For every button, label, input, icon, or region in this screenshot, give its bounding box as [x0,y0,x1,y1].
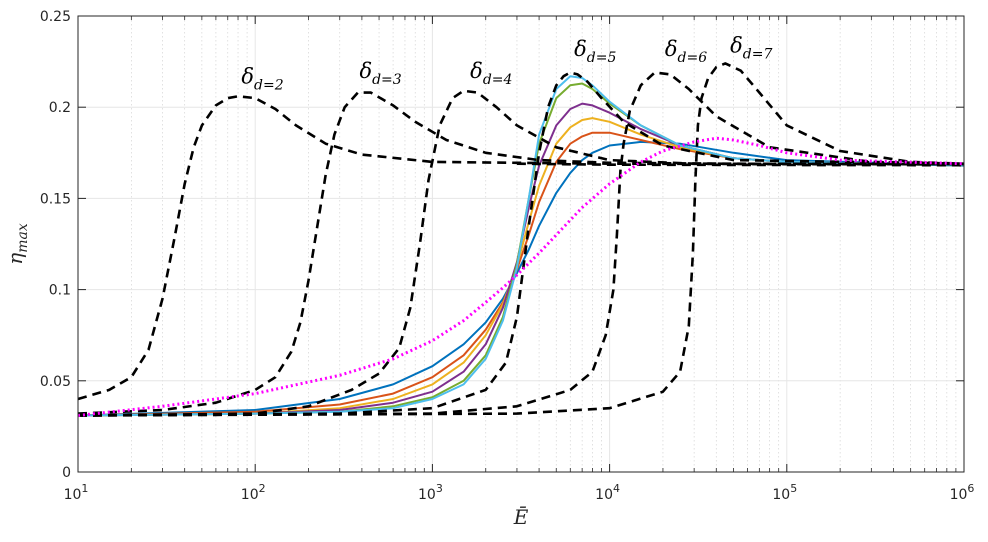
series-line--d-6 [77,71,965,417]
series-line--d-7 [77,62,965,417]
x-tick-label: 106 [950,482,975,503]
y-tick-label: 0.15 [40,191,71,207]
x-axis-label: Ē [513,505,529,529]
series-line--d-3 [77,91,964,415]
series-line--d-5 [77,71,965,417]
y-tick-label: 0.05 [40,374,71,390]
series-line-curve-yellow [77,117,965,417]
annotation-label: δd=2 [241,64,283,93]
axes-box [77,15,965,473]
y-tick-label: 0.25 [40,9,71,25]
x-tick-labels: 101 102 103 104 105 106 [64,482,975,503]
x-tick-label: 104 [595,482,620,503]
series-line-curve-cyan [77,75,965,417]
x-tick-label: 105 [772,482,797,503]
series-line--d-4 [77,89,965,417]
series-line--d-2 [77,95,964,401]
series-line-curve-purple [77,102,965,417]
y-axis-label: ηmax [3,223,31,265]
annotations: δd=2 δd=3 δd=4 δd=5 δd=6 δd=7 [241,33,772,93]
series-line-plateau [516,162,965,167]
y-tick-label: 0.1 [49,283,71,299]
x-tick-label: 101 [64,482,89,503]
tick-marks [77,15,965,473]
y-tick-label: 0.2 [49,100,71,116]
series-line-curve-magenta-dotted [77,136,965,417]
y-tick-labels: 0 0.05 0.1 0.15 0.2 0.25 [40,9,71,481]
y-tick-label: 0 [62,465,71,481]
annotation-label: δd=4 [470,59,512,88]
annotation-label: δd=3 [359,59,401,88]
annotation-label: δd=7 [730,33,772,62]
annotation-label: δd=5 [574,37,616,66]
x-tick-label: 102 [241,482,266,503]
series-layer [77,62,965,417]
annotation-label: δd=6 [665,37,707,66]
x-tick-label: 103 [418,482,443,503]
